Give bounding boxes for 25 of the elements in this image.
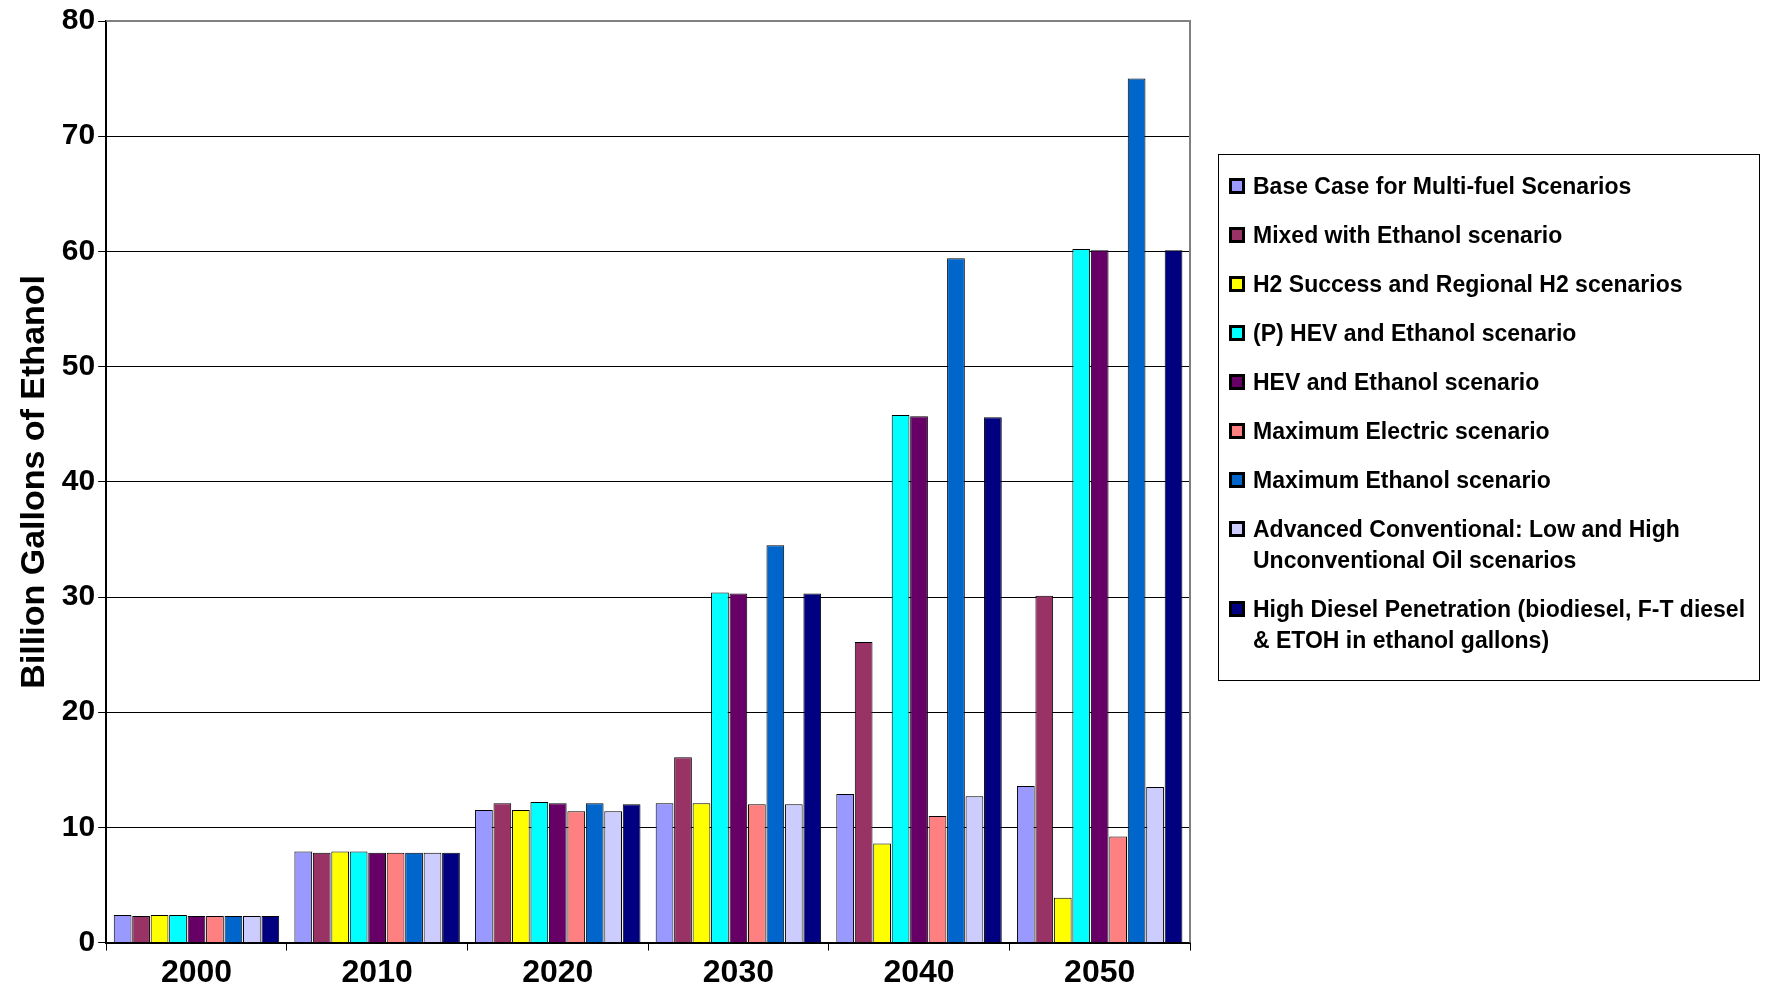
x-tick-label: 2010 [341, 952, 413, 989]
x-tick-label: 2000 [160, 952, 233, 989]
y-tick-label: 20 [61, 693, 96, 727]
x-tick-label: 2030 [702, 952, 774, 989]
x-tick-label: 2040 [883, 952, 955, 989]
legend-label: Mixed with Ethanol scenario [1253, 221, 1563, 250]
x-tick-label: 2050 [1064, 952, 1136, 989]
y-tick-label: 80 [61, 2, 96, 36]
x-tick-label: 2020 [522, 952, 594, 989]
y-tick-label: 10 [61, 808, 96, 842]
legend-label: HEV and Ethanol scenario [1253, 368, 1540, 397]
legend-label: High Diesel Penetration (biodiesel, F-T diesel & ETOH in ethanol gallons) [1253, 595, 1747, 655]
y-tick-label: 50 [61, 347, 96, 381]
y-tick-label: 30 [61, 578, 96, 612]
y-tick-label: 60 [61, 232, 96, 266]
legend-label: Base Case for Multi-fuel Scenarios [1253, 172, 1632, 201]
legend-label: Maximum Ethanol scenario [1253, 466, 1551, 495]
legend-label: Maximum Electric scenario [1253, 417, 1550, 446]
y-tick-label: 40 [61, 463, 96, 497]
y-axis-title: Billion Gallons of Ethanol [12, 274, 51, 689]
legend-label: (P) HEV and Ethanol scenario [1253, 319, 1577, 348]
y-tick-label: 70 [61, 117, 96, 151]
legend-label: H2 Success and Regional H2 scenarios [1253, 270, 1683, 299]
legend-label: Advanced Conventional: Low and High Unconventional Oil scenarios [1253, 515, 1681, 575]
y-tick-label: 0 [78, 923, 96, 957]
